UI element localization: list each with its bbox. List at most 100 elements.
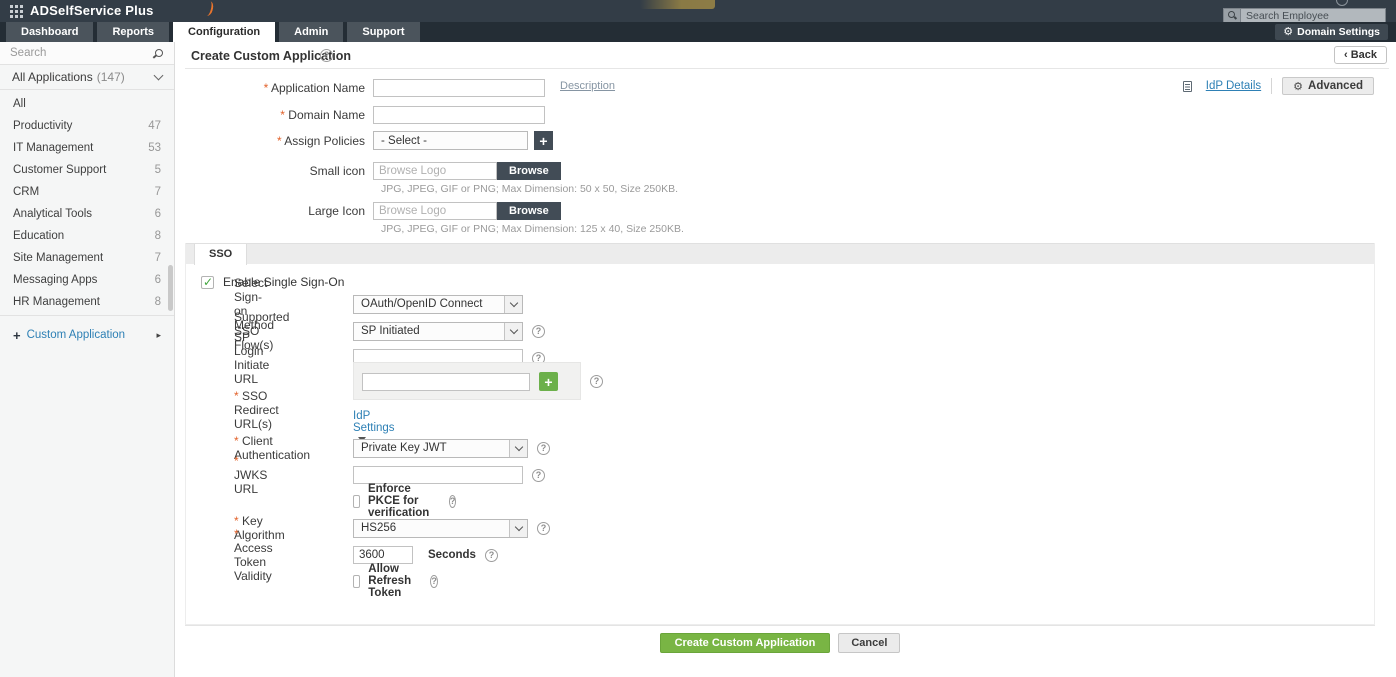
gear-icon: ⚙ (1283, 26, 1294, 38)
sidebar-divider (0, 315, 174, 316)
add-policy-button[interactable]: + (534, 131, 553, 150)
sso-redirect-label: SSO Redirect URL(s) (234, 389, 279, 431)
tab-sso[interactable]: SSO (194, 244, 248, 265)
employee-search (1223, 8, 1386, 23)
help-icon[interactable]: ? (537, 441, 550, 455)
large-icon-filename-input[interactable] (373, 202, 497, 220)
small-icon-filename-input[interactable] (373, 162, 497, 180)
small-icon-browse-button[interactable]: Browse (497, 162, 561, 180)
search-icon[interactable] (153, 48, 164, 59)
enable-sso-checkbox[interactable] (201, 275, 214, 289)
idp-details-link[interactable]: IdP Details (1205, 80, 1262, 92)
sidebar-search-input[interactable] (0, 42, 140, 63)
access-token-label: Access Token Validity (234, 527, 273, 583)
sidebar-scrollbar-thumb[interactable] (168, 265, 173, 311)
tab-configuration[interactable]: Configuration (173, 22, 276, 42)
search-employee-input[interactable] (1241, 8, 1386, 23)
large-icon-label: Large Icon (308, 204, 365, 218)
large-icon-browse-button[interactable]: Browse (497, 202, 561, 220)
enforce-pkce-label: Enforce PKCE for verification (367, 483, 430, 519)
help-icon[interactable]: ? (537, 521, 550, 535)
clipped-account-icon (1336, 0, 1348, 6)
allow-refresh-label: Allow Refresh Token (368, 563, 412, 599)
advanced-button[interactable]: ⚙ Advanced (1282, 77, 1374, 95)
sidebar-item-customer-support[interactable]: Customer Support 5 (13, 164, 161, 176)
jwks-url-input[interactable] (353, 466, 523, 484)
tab-support[interactable]: Support (347, 22, 420, 42)
nav-tabs: Dashboard Reports Configuration Admin Su… (6, 22, 420, 42)
chevron-down-icon (504, 322, 522, 340)
sidebar-item-it-management[interactable]: IT Management 53 (13, 142, 161, 154)
main-content: Create Custom Application ? ‹ Back IdP De… (175, 42, 1396, 677)
sidebar-item-messaging-apps[interactable]: Messaging Apps 6 (13, 274, 161, 286)
help-icon[interactable]: ? (484, 548, 498, 562)
sso-redirect-url-input[interactable] (362, 373, 530, 391)
help-icon[interactable]: ? (320, 49, 333, 62)
magnifier-icon (1227, 11, 1237, 20)
document-icon (1182, 80, 1192, 92)
help-icon[interactable]: ? (430, 574, 438, 588)
add-redirect-url-button[interactable]: + (539, 372, 558, 391)
sidebar-item-all[interactable]: All (13, 98, 26, 110)
app-title: ADSelfService Plus (30, 3, 154, 18)
seconds-label: Seconds (428, 549, 476, 561)
search-icon[interactable] (1223, 8, 1241, 23)
header-separator (185, 68, 1389, 69)
sidebar-item-custom-application[interactable]: + Custom Application ▸ (13, 327, 161, 343)
idp-settings-toggle[interactable]: IdP Settings (353, 410, 395, 446)
tab-admin[interactable]: Admin (279, 22, 344, 42)
category-list: All Productivity 47 IT Management 53 Custo… (0, 93, 174, 313)
large-icon-row: Large Icon Browse (175, 202, 561, 220)
sidebar-item-crm[interactable]: CRM 7 (13, 186, 161, 198)
tab-dashboard[interactable]: Dashboard (6, 22, 94, 42)
sidebar-item-hr-management[interactable]: HR Management 8 (13, 296, 161, 308)
footer-actions: Create Custom Application Cancel (185, 633, 1375, 653)
sso-panel: SSO Enable Single Sign-On Select Sign-on… (185, 243, 1375, 625)
sign-on-method-select[interactable]: OAuth/OpenID Connect (353, 294, 523, 314)
application-name-input[interactable] (373, 79, 545, 97)
actions-divider (1271, 78, 1273, 94)
small-icon-hint: JPG, JPEG, GIF or PNG; Max Dimension: 50… (381, 183, 679, 195)
small-icon-row: Small icon Browse (175, 162, 561, 180)
sidebar-item-analytical-tools[interactable]: Analytical Tools 6 (13, 208, 161, 220)
enforce-pkce-checkbox[interactable] (353, 494, 360, 508)
allow-refresh-checkbox[interactable] (353, 574, 361, 588)
page-title: Create Custom Application (191, 49, 351, 63)
sso-tabbar: SSO (186, 243, 1374, 265)
help-icon[interactable]: ? (532, 468, 545, 482)
footer-separator (185, 625, 1375, 626)
cancel-button[interactable]: Cancel (838, 633, 901, 653)
small-icon-label: Small icon (309, 164, 365, 178)
domain-name-row: Domain Name (175, 106, 545, 124)
application-name-row: Application Name Description (175, 79, 615, 97)
key-algorithm-select[interactable]: HS256 (353, 518, 528, 538)
tab-reports[interactable]: Reports (97, 22, 170, 42)
description-link[interactable]: Description (560, 80, 616, 92)
applications-sidebar: All Applications (147) All Productivity4… (0, 42, 175, 677)
sidebar-item-education[interactable]: Education 8 (13, 230, 161, 242)
all-applications-group[interactable]: All Applications (147) (0, 65, 174, 90)
help-icon[interactable]: ? (532, 324, 545, 338)
primary-nav: Dashboard Reports Configuration Admin Su… (0, 22, 1396, 42)
help-icon[interactable]: ? (590, 374, 603, 388)
jwks-url-label: JWKS URL (234, 454, 267, 496)
domain-settings-button[interactable]: ⚙ Domain Settings (1275, 24, 1388, 40)
access-token-input[interactable] (353, 546, 413, 564)
app-launcher-grid-icon[interactable] (10, 5, 13, 8)
create-custom-application-button[interactable]: Create Custom Application (659, 633, 831, 653)
chevron-down-icon (509, 519, 527, 537)
top-app-bar: ADSelfService Plus (0, 0, 1396, 23)
sso-flows-select[interactable]: SP Initiated (353, 321, 523, 341)
client-auth-select[interactable]: Private Key JWT (353, 438, 528, 458)
chevron-down-icon (504, 295, 522, 313)
back-button[interactable]: ‹ Back (1334, 46, 1387, 64)
enable-sso-label: Enable Single Sign-On (223, 275, 345, 289)
domain-name-input[interactable] (373, 106, 545, 124)
assign-policies-select[interactable]: - Select - (373, 131, 528, 150)
sidebar-item-site-management[interactable]: Site Management 7 (13, 252, 161, 264)
domain-name-label: Domain Name (175, 108, 373, 122)
logo-flame-icon (202, 0, 215, 17)
sign-on-method-label: Select Sign-on Method (234, 276, 275, 332)
help-icon[interactable]: ? (448, 494, 457, 508)
sidebar-item-productivity[interactable]: Productivity 47 (13, 120, 161, 132)
